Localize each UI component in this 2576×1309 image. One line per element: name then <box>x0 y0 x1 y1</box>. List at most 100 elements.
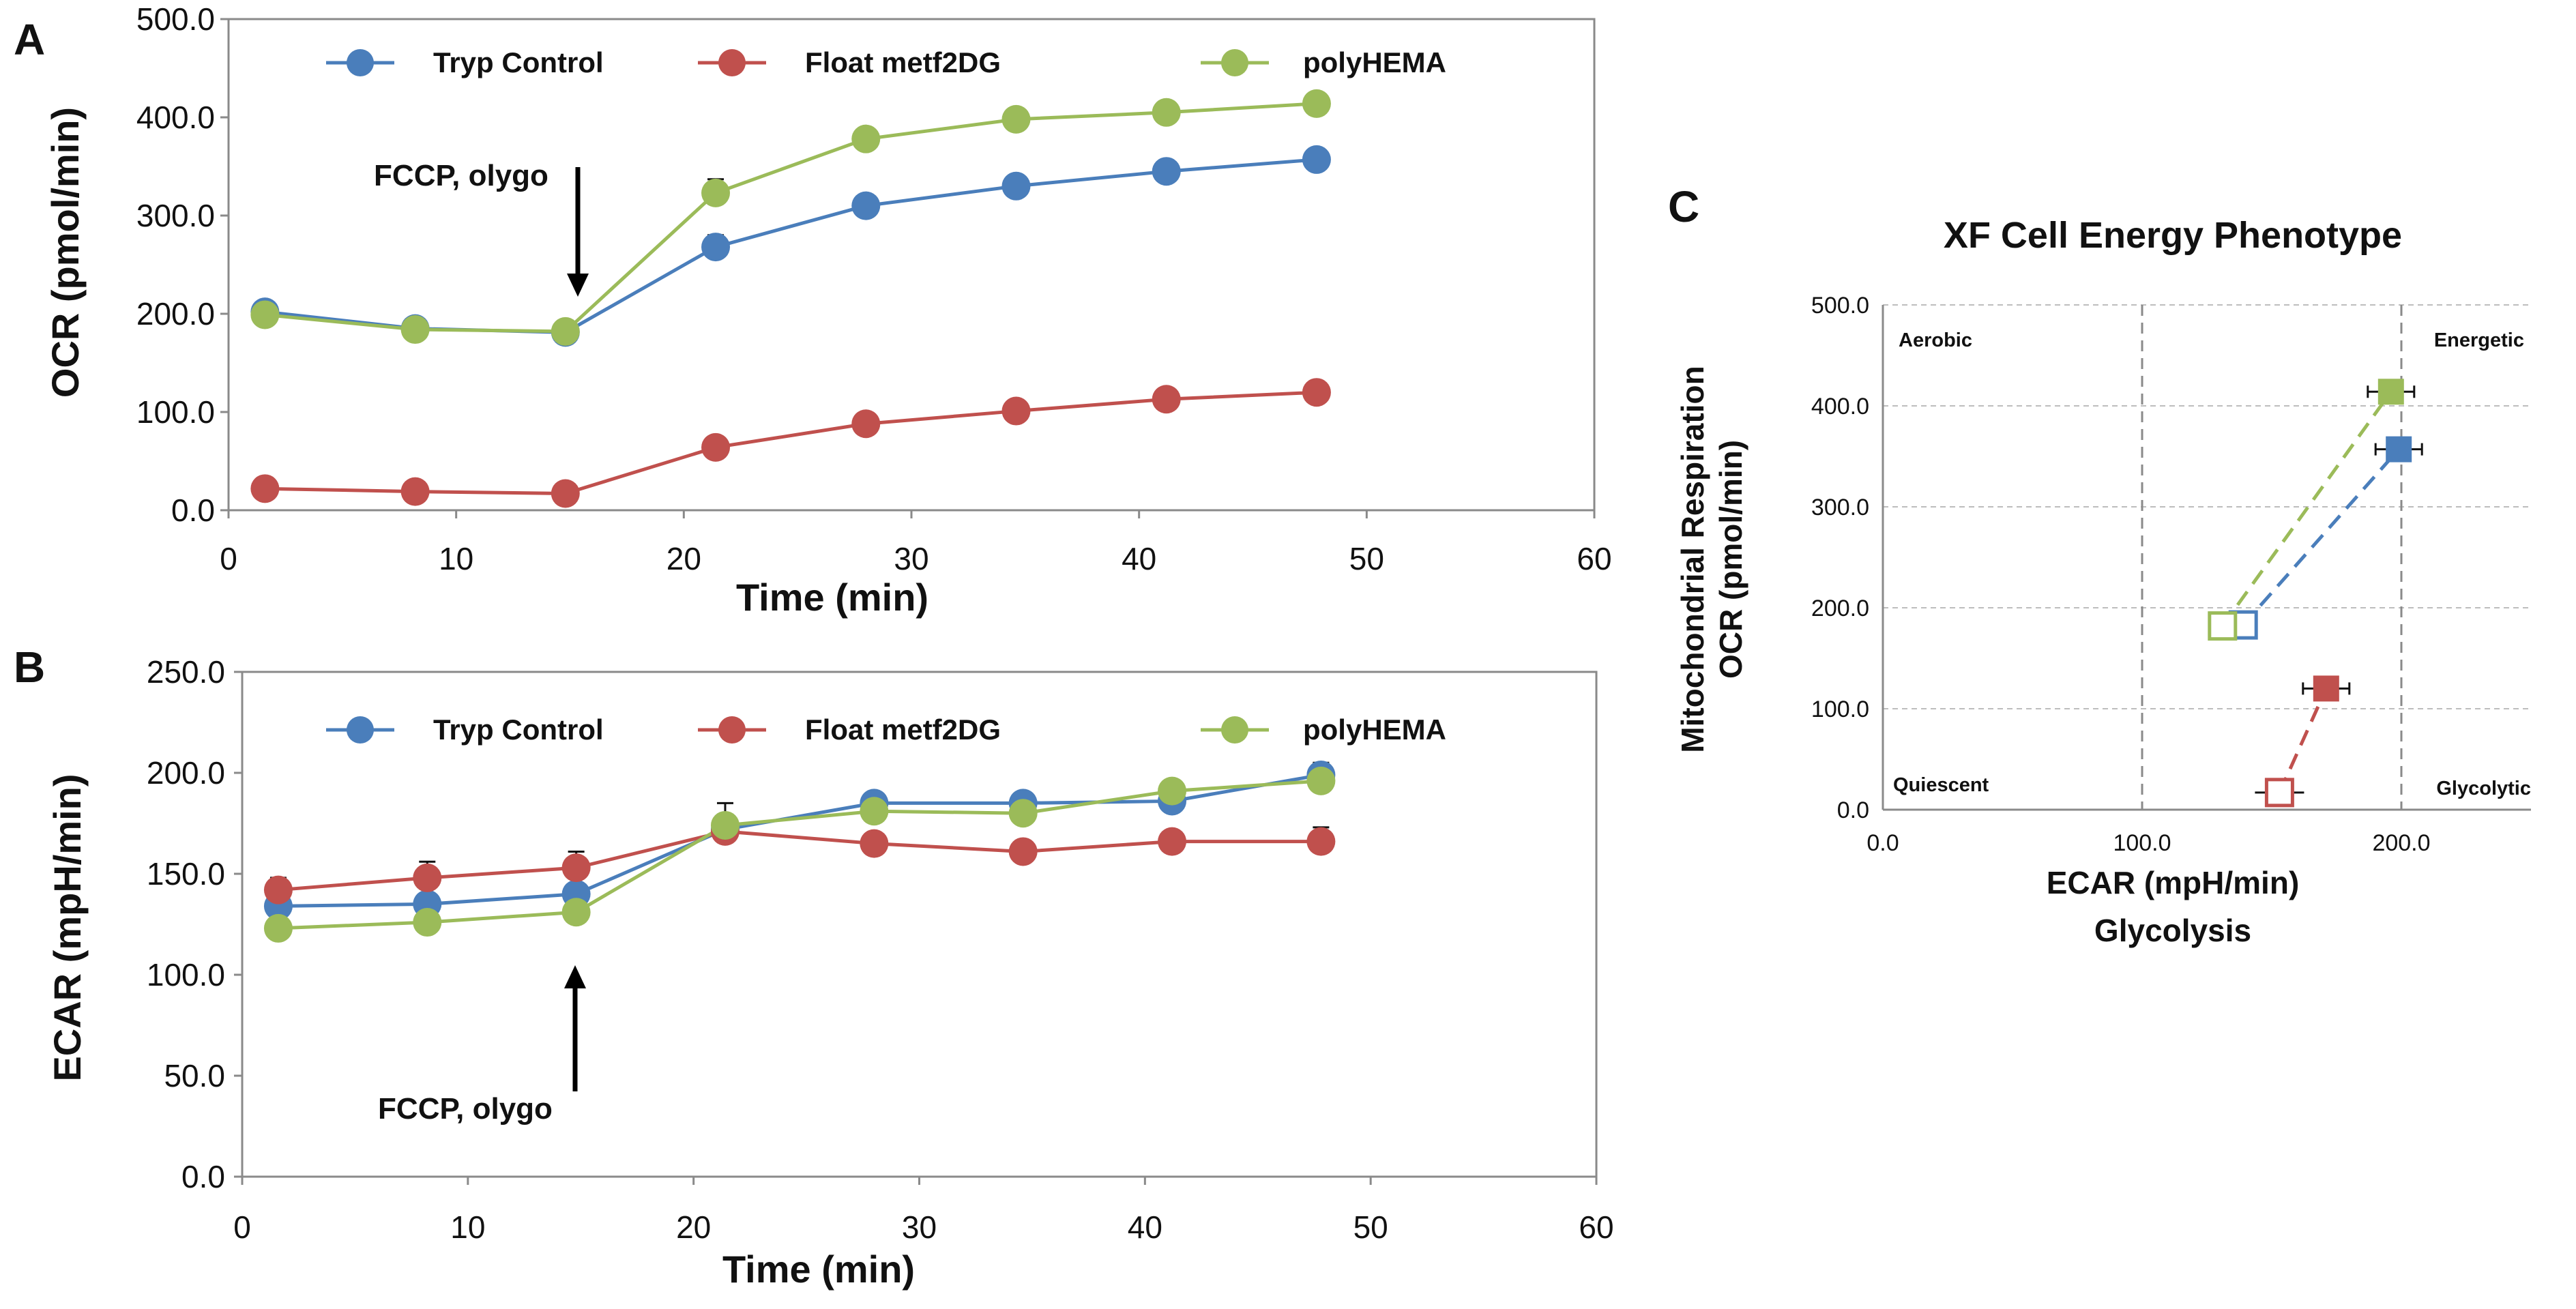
legend-marker-float-metf2dg <box>718 716 746 744</box>
baseline-marker-polyhema <box>2208 611 2238 641</box>
y-tick-label: 200.0 <box>1811 595 1869 621</box>
y-tick-label: 0.0 <box>1837 797 1869 823</box>
x-tick-label: 20 <box>676 1209 711 1245</box>
y-tick-label: 200.0 <box>136 296 215 332</box>
data-point-tryp-control <box>701 233 731 262</box>
x-tick-label: 60 <box>1579 1209 1613 1245</box>
data-point-float-metf2dg <box>851 409 881 439</box>
data-point-float-metf2dg <box>1152 385 1181 414</box>
y-tick-label: 150.0 <box>147 856 225 892</box>
y-tick-label: 500.0 <box>136 1 215 37</box>
legend-marker-polyhema <box>1221 49 1248 76</box>
data-point-float-metf2dg <box>551 479 580 508</box>
data-point-polyhema <box>263 913 293 943</box>
panel-c-energy-phenotype: C XF Cell Energy Phenotype 0.0 100.0 200.0… <box>1668 182 2531 948</box>
data-point-float-metf2dg <box>1008 837 1038 866</box>
data-point-polyhema <box>561 898 591 927</box>
data-point-polyhema <box>250 300 280 329</box>
data-point-polyhema <box>1008 799 1038 828</box>
legend-marker-tryp-control <box>347 716 374 744</box>
y-tick-label: 100.0 <box>147 957 225 992</box>
panel-a-plot-frame <box>227 18 1596 512</box>
y-tick-label: 100.0 <box>136 394 215 430</box>
data-point-float-metf2dg <box>263 875 293 904</box>
x-tick-label: 0 <box>220 541 237 576</box>
x-tick-label: 0 <box>233 1209 251 1245</box>
y-tick-label: 300.0 <box>136 198 215 233</box>
data-point-polyhema <box>1001 104 1031 134</box>
arrow-head <box>564 965 586 988</box>
x-tick-label: 0.0 <box>1867 830 1899 856</box>
panel-c-x-axis-title-2: Glycolysis <box>2094 913 2251 948</box>
legend-marker-tryp-control <box>347 49 374 76</box>
panel-b-label: B <box>14 643 45 692</box>
legend-label-tryp-control: Tryp Control <box>433 714 604 746</box>
panel-a-annotation: FCCP, olygo <box>374 159 548 192</box>
stressed-marker-tryp-control <box>2386 436 2412 462</box>
panel-c-y-axis-title: OCR (pmol/min) <box>1713 440 1748 679</box>
data-point-polyhema <box>1306 766 1336 795</box>
x-tick-label: 50 <box>1353 1209 1388 1245</box>
data-point-tryp-control <box>1001 171 1031 201</box>
y-tick-label: 400.0 <box>1811 394 1869 420</box>
legend-label-polyhema: polyHEMA <box>1303 46 1446 78</box>
y-tick-label: 500.0 <box>1811 293 1869 319</box>
stressed-marker-polyhema <box>2377 379 2404 405</box>
panel-b-annotation: FCCP, olygo <box>378 1092 553 1126</box>
data-point-float-metf2dg <box>561 853 591 883</box>
legend-label-float-metf2dg: Float metf2DG <box>805 46 1001 78</box>
panel-a-y-axis-title: OCR (pmol/min) <box>44 107 87 398</box>
panel-c-plot-area <box>1883 305 2531 810</box>
y-tick-label: 400.0 <box>136 100 215 135</box>
panel-b-ecar-chart: B 0.0 50.0 100.0 150.0 200.0 250.0 0 10 20 30 40 50… <box>14 643 1614 1291</box>
series-line-polyhema <box>278 779 1321 930</box>
panel-b-y-axis-title: ECAR (mpH/min) <box>46 774 89 1081</box>
quadrant-glycolytic: Glycolytic <box>2436 778 2531 799</box>
series-line-float-metf2dg <box>278 829 1321 892</box>
x-tick-label: 10 <box>439 541 473 576</box>
panel-b-x-axis-title: Time (min) <box>722 1248 915 1291</box>
y-tick-label: 250.0 <box>147 654 225 690</box>
y-tick-label: 100.0 <box>1811 696 1869 722</box>
phenotype-shift-line-polyhema <box>2221 390 2392 628</box>
data-point-polyhema <box>413 908 442 937</box>
quadrant-energetic: Energetic <box>2434 329 2524 351</box>
y-tick-label: 0.0 <box>181 1159 225 1194</box>
x-tick-label: 40 <box>1122 541 1156 576</box>
data-point-polyhema <box>1302 89 1331 118</box>
data-point-polyhema <box>1152 98 1181 127</box>
data-point-float-metf2dg <box>413 863 442 892</box>
data-point-polyhema <box>400 315 430 344</box>
quadrant-aerobic: Aerobic <box>1899 329 1972 351</box>
legend-label-polyhema: polyHEMA <box>1303 714 1446 746</box>
panel-c-label: C <box>1668 182 1699 231</box>
panel-c-x-axis-title: ECAR (mpH/min) <box>2047 865 2300 900</box>
data-point-tryp-control <box>1152 157 1181 186</box>
data-point-polyhema <box>851 124 881 153</box>
legend-label-float-metf2dg: Float metf2DG <box>805 714 1001 746</box>
legend-label-tryp-control: Tryp Control <box>433 46 604 78</box>
data-point-float-metf2dg <box>400 477 430 506</box>
phenotype-shift-line-tryp-control <box>2242 447 2401 626</box>
y-tick-label: 0.0 <box>171 492 215 528</box>
x-tick-label: 50 <box>1349 541 1384 576</box>
panel-c-y-axis-title-2: Mitochondrial Respiration <box>1675 366 1710 752</box>
series-line-polyhema <box>265 102 1317 334</box>
x-tick-label: 30 <box>894 541 928 576</box>
data-point-float-metf2dg <box>701 432 731 462</box>
x-tick-label: 10 <box>450 1209 485 1245</box>
data-point-polyhema <box>1158 776 1187 806</box>
x-tick-label: 60 <box>1577 541 1611 576</box>
panel-a-label: A <box>14 15 45 64</box>
y-tick-label: 50.0 <box>164 1058 225 1093</box>
panel-a-ocr-chart: A 0.0 100.0 200.0 300.0 400.0 500.0 0 10 20 30 40 5… <box>14 1 1612 619</box>
series-line-float-metf2dg <box>265 390 1317 496</box>
x-tick-label: 100.0 <box>2113 830 2171 856</box>
data-point-polyhema <box>860 797 889 826</box>
data-point-polyhema <box>701 178 731 207</box>
data-point-float-metf2dg <box>1306 827 1336 856</box>
y-tick-label: 200.0 <box>147 755 225 791</box>
arrow-head <box>567 274 589 297</box>
legend-marker-float-metf2dg <box>718 49 746 76</box>
x-tick-label: 30 <box>902 1209 937 1245</box>
